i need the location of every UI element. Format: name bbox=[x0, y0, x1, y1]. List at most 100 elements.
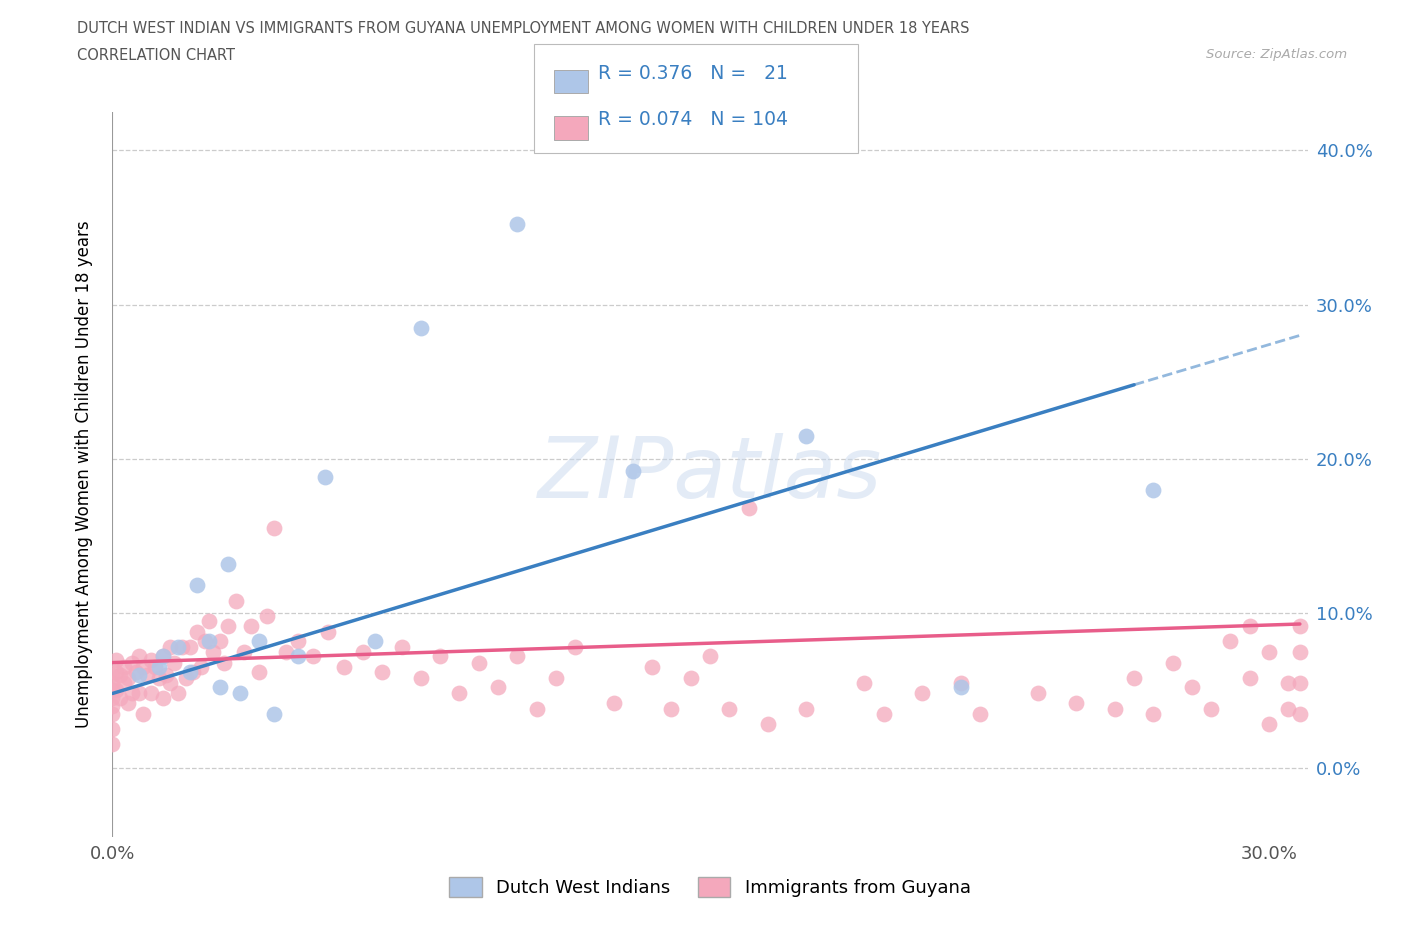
Point bbox=[194, 633, 217, 648]
Point bbox=[143, 659, 166, 674]
Point bbox=[429, 649, 451, 664]
Point bbox=[526, 701, 548, 716]
Point bbox=[159, 640, 181, 655]
Point bbox=[167, 640, 190, 655]
Point bbox=[564, 640, 586, 655]
Point bbox=[544, 671, 567, 685]
Point bbox=[737, 501, 759, 516]
Point bbox=[139, 652, 162, 667]
Point bbox=[136, 668, 159, 683]
Point bbox=[108, 691, 131, 706]
Legend: Dutch West Indians, Immigrants from Guyana: Dutch West Indians, Immigrants from Guya… bbox=[450, 877, 970, 897]
Point bbox=[679, 671, 702, 685]
Point bbox=[139, 686, 162, 701]
Point bbox=[371, 664, 394, 679]
Point bbox=[198, 614, 221, 629]
Point bbox=[318, 624, 340, 639]
Point bbox=[256, 609, 278, 624]
Point bbox=[391, 640, 413, 655]
Point bbox=[1289, 675, 1312, 690]
Point bbox=[1142, 706, 1164, 721]
Point bbox=[949, 680, 972, 695]
Point bbox=[699, 649, 721, 664]
Text: Source: ZipAtlas.com: Source: ZipAtlas.com bbox=[1206, 48, 1347, 61]
Point bbox=[117, 671, 139, 685]
Point bbox=[163, 655, 186, 670]
Point bbox=[174, 671, 197, 685]
Point bbox=[186, 624, 208, 639]
Point bbox=[1123, 671, 1146, 685]
Point bbox=[198, 633, 221, 648]
Point bbox=[209, 633, 232, 648]
Point bbox=[117, 696, 139, 711]
Point bbox=[949, 675, 972, 690]
Point bbox=[105, 652, 128, 667]
Point bbox=[1064, 696, 1087, 711]
Point bbox=[467, 655, 489, 670]
Point bbox=[124, 664, 146, 679]
Point bbox=[201, 644, 224, 659]
Text: R = 0.074   N = 104: R = 0.074 N = 104 bbox=[598, 110, 787, 128]
Point bbox=[1026, 686, 1049, 701]
Point bbox=[152, 691, 174, 706]
Y-axis label: Unemployment Among Women with Children Under 18 years: Unemployment Among Women with Children U… bbox=[75, 220, 93, 728]
Point bbox=[363, 633, 385, 648]
Point bbox=[911, 686, 934, 701]
Point bbox=[132, 706, 155, 721]
Point bbox=[263, 521, 285, 536]
Text: DUTCH WEST INDIAN VS IMMIGRANTS FROM GUYANA UNEMPLOYMENT AMONG WOMEN WITH CHILDR: DUTCH WEST INDIAN VS IMMIGRANTS FROM GUY… bbox=[77, 21, 970, 36]
Point bbox=[225, 593, 247, 608]
Point bbox=[232, 644, 254, 659]
Point bbox=[159, 675, 181, 690]
Point bbox=[217, 556, 239, 571]
Point bbox=[641, 659, 664, 674]
Point bbox=[409, 671, 432, 685]
Point bbox=[1289, 644, 1312, 659]
Point bbox=[718, 701, 741, 716]
Point bbox=[105, 683, 128, 698]
Point bbox=[170, 640, 193, 655]
Text: ZIPatlas: ZIPatlas bbox=[538, 432, 882, 516]
Point bbox=[101, 722, 124, 737]
Point bbox=[112, 659, 135, 674]
Text: CORRELATION CHART: CORRELATION CHART bbox=[77, 48, 235, 63]
Point bbox=[152, 649, 174, 664]
Point bbox=[128, 668, 150, 683]
Point bbox=[969, 706, 991, 721]
Point bbox=[796, 429, 818, 444]
Point bbox=[1219, 633, 1241, 648]
Point bbox=[661, 701, 683, 716]
Point bbox=[186, 578, 208, 592]
Point bbox=[228, 686, 250, 701]
Point bbox=[1258, 717, 1281, 732]
Point bbox=[247, 633, 270, 648]
Point bbox=[1199, 701, 1222, 716]
Point bbox=[247, 664, 270, 679]
Point bbox=[333, 659, 356, 674]
Text: R = 0.376   N =   21: R = 0.376 N = 21 bbox=[598, 64, 787, 84]
Point bbox=[101, 706, 124, 721]
Point bbox=[128, 649, 150, 664]
Point bbox=[1289, 618, 1312, 633]
Point bbox=[409, 320, 432, 335]
Point bbox=[209, 680, 232, 695]
Point bbox=[621, 464, 644, 479]
Point bbox=[105, 664, 128, 679]
Point bbox=[101, 683, 124, 698]
Point bbox=[602, 696, 624, 711]
Point bbox=[1239, 618, 1261, 633]
Point bbox=[1258, 644, 1281, 659]
Point bbox=[872, 706, 894, 721]
Point bbox=[1161, 655, 1184, 670]
Point bbox=[101, 737, 124, 751]
Point bbox=[128, 686, 150, 701]
Point bbox=[112, 675, 135, 690]
Point bbox=[152, 649, 174, 664]
Point bbox=[121, 686, 143, 701]
Point bbox=[449, 686, 471, 701]
Point bbox=[756, 717, 779, 732]
Point bbox=[1181, 680, 1204, 695]
Point bbox=[101, 668, 124, 683]
Point bbox=[183, 664, 205, 679]
Point bbox=[853, 675, 876, 690]
